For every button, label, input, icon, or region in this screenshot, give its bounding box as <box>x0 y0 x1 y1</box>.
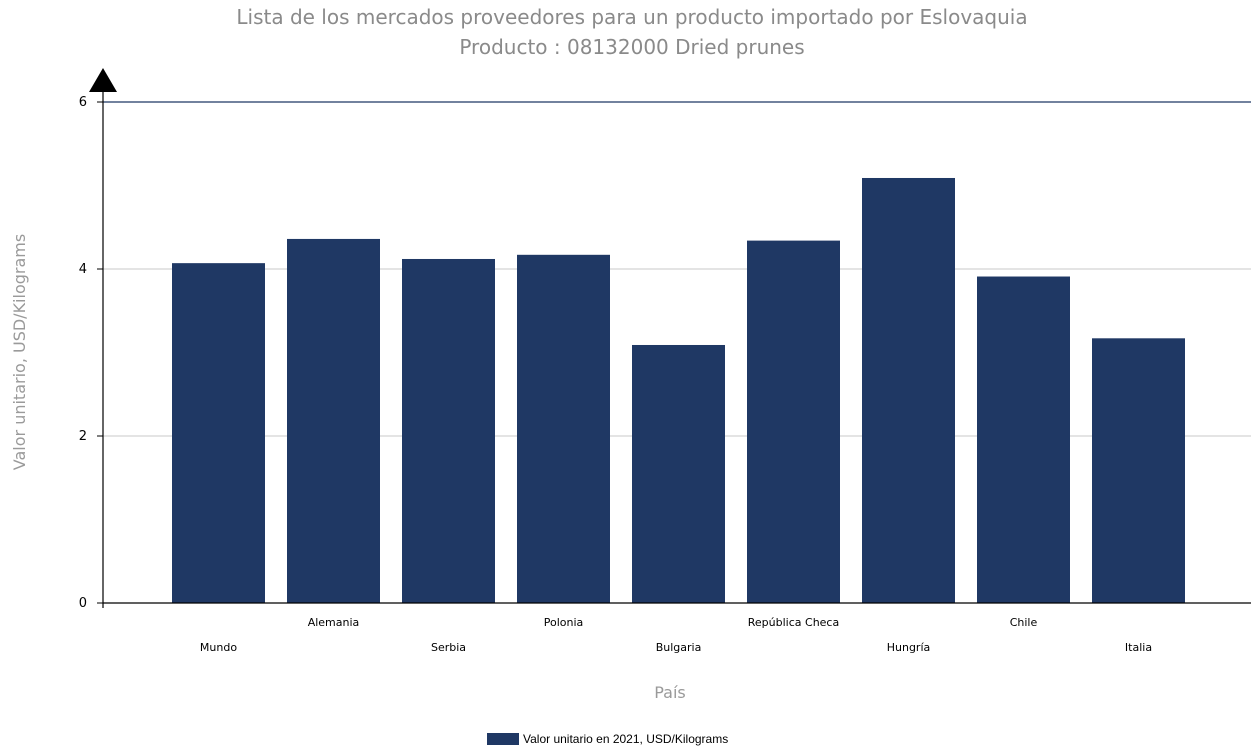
bars <box>172 178 1185 603</box>
y-axis-arrow <box>89 68 117 92</box>
x-tick-label: Bulgaria <box>656 641 702 654</box>
legend: Valor unitario en 2021, USD/Kilograms <box>487 732 728 746</box>
x-tick-label: Alemania <box>308 616 360 629</box>
x-tick-label: Mundo <box>200 641 237 654</box>
bar <box>1092 338 1185 603</box>
bar <box>747 241 840 603</box>
legend-label: Valor unitario en 2021, USD/Kilograms <box>523 732 728 746</box>
y-axis-title: Valor unitario, USD/Kilograms <box>10 234 29 470</box>
bar <box>517 255 610 603</box>
x-tick-label: Serbia <box>431 641 466 654</box>
y-tick-label: 6 <box>79 95 87 110</box>
y-tick-label: 4 <box>79 262 87 277</box>
x-tick-label: Italia <box>1125 641 1152 654</box>
bar <box>172 263 265 603</box>
chart-title: Lista de los mercados proveedores para u… <box>236 5 1027 29</box>
x-tick-label: Hungría <box>887 641 931 654</box>
x-axis-title: País <box>654 683 686 702</box>
bar <box>632 345 725 603</box>
x-tick-label: Chile <box>1010 616 1038 629</box>
bar <box>977 277 1070 603</box>
y-tick-labels: 0 2 4 6 <box>79 95 87 611</box>
x-tick-label: República Checa <box>748 616 839 629</box>
bar <box>862 178 955 603</box>
x-tick-labels: Mundo Alemania Serbia Polonia Bulgaria Repúbl… <box>200 616 1152 654</box>
chart-subtitle: Producto : 08132000 Dried prunes <box>459 35 804 59</box>
y-tick-label: 0 <box>79 596 87 611</box>
bar <box>402 259 495 603</box>
x-tick-label: Polonia <box>544 616 584 629</box>
y-tick-label: 2 <box>79 429 87 444</box>
bar <box>287 239 380 603</box>
legend-swatch <box>487 733 519 745</box>
